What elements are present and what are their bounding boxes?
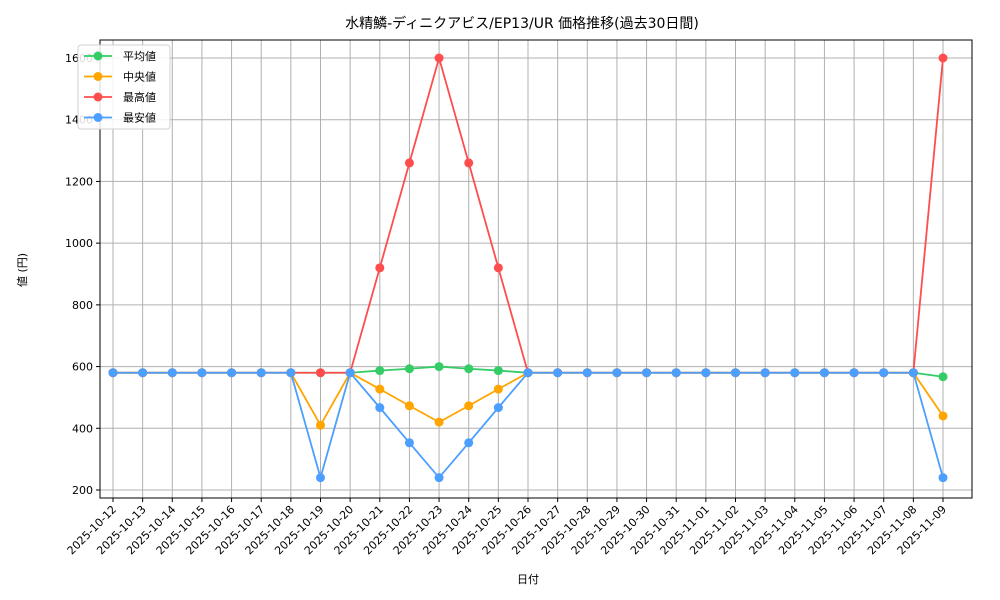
data-point	[493, 263, 503, 273]
series-3	[108, 368, 948, 483]
data-point	[731, 368, 740, 378]
y-axis-label: 値 (円)	[16, 253, 29, 287]
data-point	[138, 368, 148, 378]
data-point	[404, 438, 414, 448]
y-tick-label: 1200	[65, 175, 93, 188]
data-point	[938, 411, 948, 421]
data-point	[404, 364, 414, 374]
data-point	[286, 368, 296, 378]
data-point	[671, 368, 681, 378]
data-point	[938, 372, 948, 382]
data-point	[493, 403, 503, 413]
legend-entry: 平均値	[123, 50, 156, 63]
y-tick-label: 1000	[65, 237, 93, 250]
data-point	[434, 53, 444, 63]
data-point	[316, 420, 325, 430]
series-lines	[108, 53, 948, 483]
data-point	[849, 368, 859, 378]
data-point	[464, 438, 474, 448]
data-point	[434, 362, 444, 372]
data-point	[879, 368, 889, 378]
data-point	[493, 384, 503, 394]
data-point	[464, 158, 474, 168]
data-point	[434, 417, 444, 427]
y-tick-label: 800	[72, 299, 93, 312]
data-point	[493, 366, 503, 376]
data-point	[790, 368, 800, 378]
chart-title: 水精鱗-ディニクアビス/EP13/UR 価格推移(過去30日間)	[345, 15, 699, 32]
data-point	[375, 366, 385, 376]
data-point	[197, 368, 207, 378]
y-tick-label: 600	[72, 361, 93, 374]
data-point	[908, 368, 918, 378]
x-axis: 2025-10-122025-10-132025-10-142025-10-15…	[65, 498, 949, 557]
data-point	[464, 401, 474, 411]
data-point	[612, 368, 622, 378]
data-point	[553, 368, 563, 378]
data-point	[108, 368, 118, 378]
data-point	[375, 263, 385, 273]
data-point	[523, 368, 533, 378]
data-point	[167, 368, 177, 378]
data-point	[316, 368, 325, 378]
legend-entry: 中央値	[123, 71, 156, 84]
y-tick-label: 400	[72, 422, 93, 435]
grid-lines	[100, 40, 972, 498]
data-point	[345, 368, 355, 378]
data-point	[819, 368, 829, 378]
legend-entry: 最高値	[123, 90, 156, 104]
data-point	[464, 364, 474, 374]
x-axis-label: 日付	[517, 573, 539, 586]
plot-frame	[99, 39, 973, 499]
data-point	[434, 473, 444, 483]
data-point	[227, 368, 237, 378]
data-point	[938, 53, 948, 63]
data-point	[582, 368, 592, 378]
legend-entry: 最安値	[123, 111, 156, 125]
data-point	[256, 368, 266, 378]
data-point	[375, 403, 385, 413]
data-point	[701, 368, 711, 378]
data-point	[375, 384, 385, 394]
data-point	[404, 401, 414, 411]
y-tick-label: 200	[72, 484, 93, 497]
data-point	[938, 473, 948, 483]
data-point	[316, 473, 325, 483]
data-point	[642, 368, 652, 378]
data-point	[404, 158, 414, 168]
data-point	[760, 368, 770, 378]
